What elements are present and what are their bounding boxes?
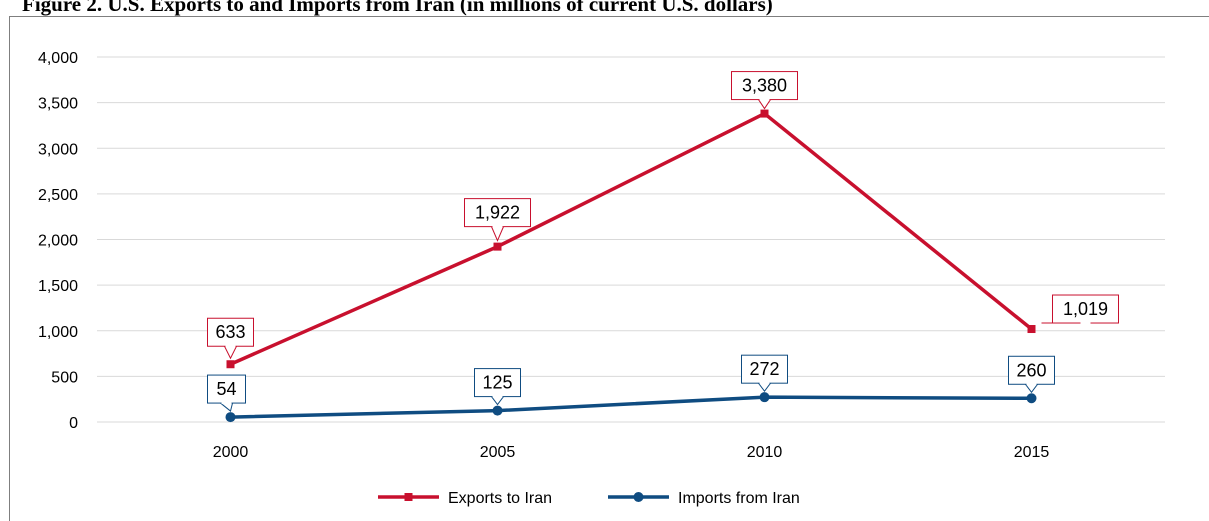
y-tick-label: 500 [51,369,78,386]
y-tick-label: 4,000 [38,50,78,67]
data-label: 1,019 [1063,299,1108,319]
data-point-imports [759,392,770,403]
series-line-imports [230,395,1032,419]
data-label-box [1052,294,1119,324]
data-label: 125 [482,373,512,393]
legend-label: Exports to Iran [448,490,552,507]
x-tick-label: 2005 [480,444,516,461]
data-label-pointer [491,396,504,406]
data-label-pointer [224,346,237,360]
data-label-pointer [220,402,233,412]
data-label-box [741,354,788,384]
series-line-exports [229,111,1033,366]
data-label-pointer [1025,383,1038,394]
y-tick-label: 0 [69,415,78,432]
data-label-box [464,198,531,228]
x-tick-label: 2010 [747,444,783,461]
data-point-exports [493,242,502,251]
x-tick-label: 2015 [1014,444,1050,461]
data-label-box [207,317,254,347]
legend-label: Imports from Iran [678,490,800,507]
data-point-exports [760,109,769,118]
chart-frame [9,16,1209,521]
y-tick-label: 2,000 [38,233,78,250]
x-tick-label: 2000 [213,444,249,461]
chart-title: Figure 2. U.S. Exports to and Imports fr… [22,0,773,16]
data-label-pointer [758,99,771,110]
data-point-exports [1027,325,1036,334]
data-label-pointer [758,382,771,393]
y-tick-label: 2,500 [38,187,78,204]
y-tick-label: 1,500 [38,278,78,295]
data-label-box [207,374,246,404]
data-label-box [474,368,521,398]
data-label-pointer [491,226,504,242]
legend-marker [633,492,644,502]
data-label: 260 [1016,360,1046,380]
y-tick-label: 3,500 [38,96,78,113]
data-point-imports [225,412,236,423]
legend-marker [404,493,413,501]
y-tick-label: 3,000 [38,141,78,158]
data-point-exports [226,360,235,369]
data-label: 272 [749,359,779,379]
data-label: 1,922 [475,203,520,223]
data-label: 54 [216,379,236,399]
data-label: 633 [215,322,245,342]
data-label: 3,380 [742,76,787,96]
data-point-imports [1026,393,1037,404]
y-tick-label: 1,000 [38,324,78,341]
data-point-imports [492,405,503,416]
